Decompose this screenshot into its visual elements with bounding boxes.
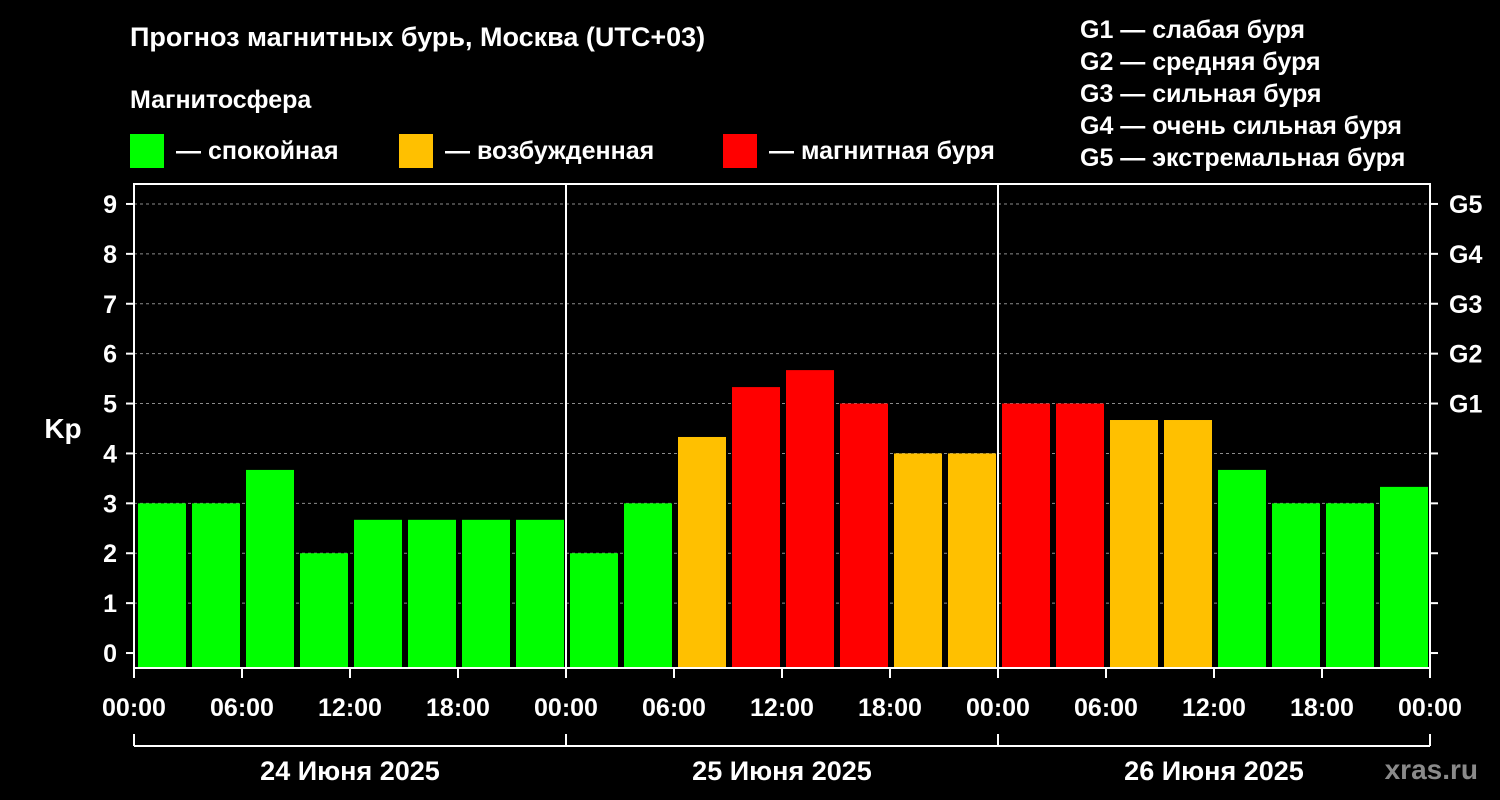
bar (1056, 403, 1104, 668)
bar (516, 519, 564, 668)
day-label: 25 Июня 2025 (692, 756, 872, 786)
right-tick-label: G3 (1449, 291, 1482, 319)
bar (624, 503, 672, 668)
bar (300, 553, 348, 668)
y-tick-label: 8 (103, 241, 117, 269)
x-tick-label: 00:00 (534, 694, 598, 722)
bar (1272, 503, 1320, 668)
y-tick-label: 2 (103, 540, 117, 568)
x-tick-label: 12:00 (1182, 694, 1246, 722)
bar (462, 519, 510, 668)
y-axis-label: Kp (44, 413, 81, 444)
bar (1110, 420, 1158, 668)
storm-level-list: G1 — слабая буря G2 — средняя буря G3 — … (1080, 14, 1405, 174)
bar (570, 553, 618, 668)
bar (948, 453, 996, 668)
bar (408, 519, 456, 668)
y-tick-label: 1 (103, 590, 117, 618)
y-tick-label: 3 (103, 490, 117, 518)
y-tick-label: 6 (103, 341, 117, 369)
bar (786, 370, 834, 668)
y-tick-label: 7 (103, 291, 117, 319)
bar (1380, 486, 1428, 668)
bar (1326, 503, 1374, 668)
bar (840, 403, 888, 668)
legend-label-storm: — магнитная буря (769, 136, 995, 165)
x-tick-label: 00:00 (1398, 694, 1462, 722)
bar (246, 469, 294, 668)
legend-item-calm: — спокойная (130, 134, 339, 168)
storm-level-g5: G5 — экстремальная буря (1080, 144, 1406, 172)
x-tick-label: 18:00 (858, 694, 922, 722)
x-tick-label: 12:00 (750, 694, 814, 722)
day-label: 26 Июня 2025 (1124, 756, 1304, 786)
right-tick-label: G4 (1449, 241, 1482, 269)
day-label: 24 Июня 2025 (260, 756, 440, 786)
right-tick-label: G1 (1449, 391, 1482, 419)
x-tick-label: 12:00 (318, 694, 382, 722)
x-tick-label: 18:00 (1290, 694, 1354, 722)
right-tick-label: G2 (1449, 341, 1482, 369)
legend-label-active: — возбужденная (445, 136, 655, 165)
bar (732, 387, 780, 668)
chart-title: Прогноз магнитных бурь, Москва (UTC+03) (130, 22, 706, 52)
legend-swatch-active (399, 134, 433, 168)
bar (1218, 469, 1266, 668)
y-tick-label: 4 (103, 440, 117, 468)
x-tick-label: 06:00 (210, 694, 274, 722)
legend-swatch-calm (130, 134, 164, 168)
y-tick-label: 9 (103, 191, 117, 219)
legend-item-storm: — магнитная буря (723, 134, 995, 168)
storm-level-g3: G3 — сильная буря (1080, 80, 1322, 108)
bar (894, 453, 942, 668)
x-tick-label: 06:00 (642, 694, 706, 722)
x-tick-label: 06:00 (1074, 694, 1138, 722)
bar (678, 436, 726, 668)
y-tick-label: 5 (103, 391, 117, 419)
axes: 0 1 2 3 4 5 6 7 8 9 G1 G2 G3 G4 G5 00:00 06:00 12:00 18:00… (102, 183, 1482, 786)
bar (1002, 403, 1050, 668)
storm-level-g4: G4 — очень сильная буря (1080, 112, 1402, 140)
bar-series (138, 370, 1428, 668)
bar (1164, 420, 1212, 668)
right-tick-label: G5 (1449, 191, 1482, 219)
storm-level-g2: G2 — средняя буря (1080, 48, 1321, 76)
legend-swatch-storm (723, 134, 757, 168)
x-tick-label: 18:00 (426, 694, 490, 722)
bar (192, 503, 240, 668)
x-tick-label: 00:00 (102, 694, 166, 722)
legend-title: Магнитосфера (130, 86, 312, 114)
y-tick-label: 0 (103, 640, 117, 668)
legend-label-calm: — спокойная (176, 136, 339, 165)
legend-item-active: — возбужденная (399, 134, 654, 168)
grid-lines (134, 203, 1430, 604)
watermark: xras.ru (1384, 754, 1478, 785)
storm-level-g1: G1 — слабая буря (1080, 16, 1306, 44)
x-tick-label: 00:00 (966, 694, 1030, 722)
bar (354, 519, 402, 668)
bar (138, 503, 186, 668)
